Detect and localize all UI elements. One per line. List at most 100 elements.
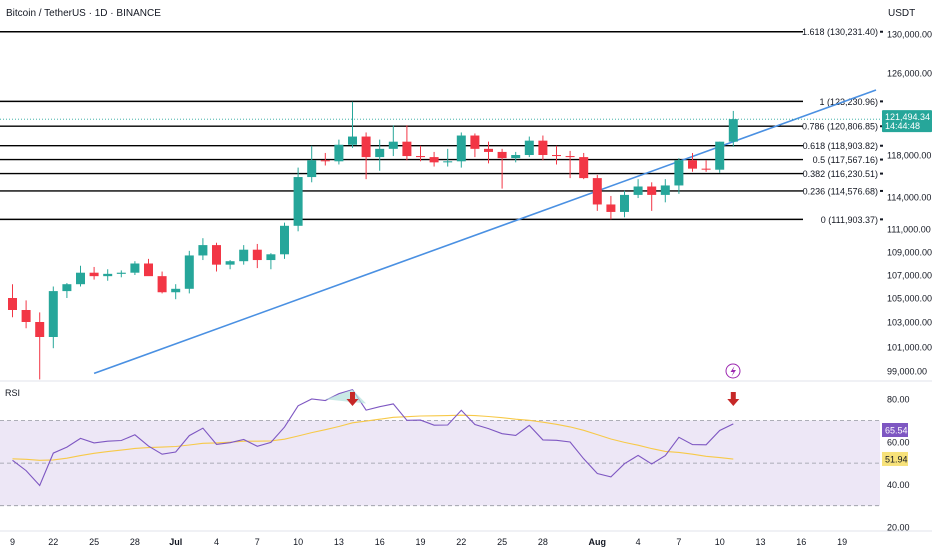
time-axis[interactable]: 9 22 25 28 Jul 4 7 10 13 16 19 22 25 28 Aug 4 7 10 13 16 19 [0,530,932,547]
fib-level-marker [880,100,883,103]
candle-body [157,276,167,293]
time-tick-label: 16 [375,537,385,547]
time-tick-label: 10 [715,537,725,547]
fib-level-label: 0 (111,903.37) [821,215,878,225]
candle-body [21,310,31,322]
candle-body [497,151,507,159]
fib-level-marker [880,125,883,128]
candle-body [35,322,45,337]
candle-body [456,135,466,162]
price-tick-label: 126,000.00 [887,69,932,79]
current-price-tag[interactable] [882,110,932,133]
fibonacci-retracement[interactable]: 1.618 (130,231.40) 1 (123,230.96) 0.786 (1… [0,27,883,225]
price-tick-label: 107,000.00 [887,271,932,281]
candle-body [606,204,616,212]
rsi-value-text: 65.54 [885,425,908,435]
candle-body [8,298,17,310]
price-tick-label: 99,000.00 [887,367,927,377]
down-arrow-icon [346,392,359,406]
fib-level-label: 1 (123,230.96) [819,97,878,107]
time-tick-label: 10 [293,537,303,547]
candle-body [293,177,303,226]
price-tick-label: 103,000.00 [887,318,932,328]
symbol-title: Bitcoin / TetherUS · 1D · BINANCE [6,8,161,19]
fib-level-marker [880,189,883,192]
candle-body [266,254,276,261]
candle-body [307,160,317,178]
price-tick-label: 130,000.00 [887,30,932,40]
current-price-countdown: 14:44:48 [885,121,920,131]
price-tick-label: 109,000.00 [887,248,932,258]
candle-body [62,284,72,292]
candle-body [348,136,357,145]
rsi-ma-text: 51.94 [885,454,908,464]
candle-body [334,144,344,162]
time-tick-label: 28 [130,537,140,547]
time-tick-label: 22 [48,537,58,547]
fib-level-label: 1.618 (130,231.40) [802,27,878,37]
candle-body [565,156,575,158]
fib-level-label: 0.5 (117,567.16) [813,155,878,165]
candles-group [8,101,738,380]
rsi-tick-label: 80.00 [887,395,910,405]
fib-level-label: 0.786 (120,806.85) [802,122,878,132]
time-tick-label: Aug [589,537,607,547]
time-tick-label: 19 [415,537,425,547]
trendline-line[interactable] [93,89,877,375]
rsi-line [12,388,734,487]
time-tick-label: 28 [538,537,548,547]
candle-body [701,168,711,170]
time-tick-label: 4 [214,537,219,547]
rsi-pane[interactable]: 80.00 60.00 40.00 20.00 65.54 51.94 [0,380,932,533]
candle-body [484,148,493,152]
time-tick-label: 7 [676,537,681,547]
candle-body [429,157,439,163]
ascending-trendline[interactable] [93,89,877,375]
candle-body [375,148,385,158]
candle-body [416,156,425,158]
fib-level-marker [880,30,883,33]
candle-body [620,194,629,212]
candle-body [538,140,548,155]
candle-body [144,263,153,277]
price-tick-label: 101,000.00 [887,343,932,353]
candle-body [552,155,561,157]
rsi-band-fill [0,420,880,506]
rsi-label: RSI [5,388,20,398]
candle-body [592,178,602,205]
candle-body [130,263,140,273]
time-tick-label: 4 [636,537,641,547]
candle-body [633,186,643,195]
candle-body [728,119,738,142]
rsi-ma-tag[interactable] [882,451,908,466]
candle-body [239,249,249,262]
rsi-value-tag[interactable] [882,422,908,437]
time-tick-label: 13 [755,537,765,547]
candle-body [212,245,221,265]
candle-body [511,155,521,159]
rsi-tick-label: 60.00 [887,437,910,447]
price-tick-label: 105,000.00 [887,294,932,304]
candle-body [443,161,453,163]
price-tick-label: 118,000.00 [887,151,931,161]
lightning-glyph [730,366,736,377]
time-tick-label: 16 [796,537,806,547]
candle-body [225,261,235,265]
candle-body [320,160,330,162]
candle-body [48,291,58,337]
price-axis[interactable]: 130,000.00126,000.00122,000.00118,000.00… [887,30,932,377]
candle-body [116,272,126,274]
candle-body [688,160,697,169]
rsi-tick-label: 40.00 [887,480,910,490]
candle-body [470,135,480,149]
candle-body [388,141,398,149]
candlestick-series [8,101,738,380]
candle-body [198,245,208,256]
time-tick-label: 25 [89,537,99,547]
fib-level-label: 0.236 (114,576.68) [803,186,878,196]
time-tick-label: Jul [169,537,182,547]
price-tick-label: 111,000.00 [887,225,931,235]
candle-body [184,255,194,289]
